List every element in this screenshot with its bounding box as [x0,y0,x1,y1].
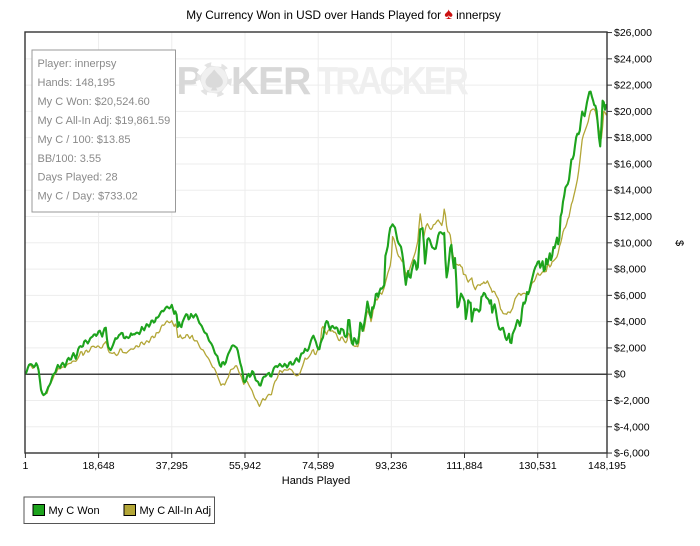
svg-text:Hands Played: Hands Played [282,475,351,487]
svg-text:$14,000: $14,000 [614,185,652,197]
svg-text:$12,000: $12,000 [614,211,652,223]
svg-text:TRACKER: TRACKER [317,59,468,102]
svg-text:My C Won: My C Won [49,505,100,517]
svg-text:My Currency Won in USD over Ha: My Currency Won in USD over Hands Played… [186,6,501,23]
svg-text:130,531: 130,531 [519,460,557,472]
svg-text:111,884: 111,884 [446,460,483,472]
svg-text:My C Won: $20,524.60: My C Won: $20,524.60 [38,96,150,108]
svg-text:18,648: 18,648 [83,460,115,472]
svg-text:93,236: 93,236 [375,460,407,472]
svg-text:$18,000: $18,000 [614,132,652,144]
svg-text:$16,000: $16,000 [614,158,652,170]
svg-text:$24,000: $24,000 [614,53,652,65]
svg-text:$-6,000: $-6,000 [614,448,650,460]
svg-text:$6,000: $6,000 [614,290,646,302]
svg-text:$2,000: $2,000 [614,342,646,354]
svg-text:BB/100: 3.55: BB/100: 3.55 [38,153,102,165]
svg-text:$22,000: $22,000 [614,80,652,92]
svg-text:$26,000: $26,000 [614,27,652,39]
svg-text:$: $ [673,240,685,246]
svg-text:$0: $0 [614,369,626,381]
svg-text:37,295: 37,295 [156,460,188,472]
svg-text:55,942: 55,942 [229,460,261,472]
svg-text:$-4,000: $-4,000 [614,421,650,433]
svg-text:$4,000: $4,000 [614,316,646,328]
svg-text:My C All-In Adj: My C All-In Adj [140,505,212,517]
svg-text:$20,000: $20,000 [614,106,652,118]
svg-text:My C / 100: $13.85: My C / 100: $13.85 [38,134,131,146]
svg-text:KER: KER [231,60,311,103]
svg-text:$8,000: $8,000 [614,264,646,276]
svg-text:$10,000: $10,000 [614,237,652,249]
svg-text:My C / Day: $733.02: My C / Day: $733.02 [38,191,138,203]
svg-text:1: 1 [22,460,28,472]
svg-text:74,589: 74,589 [302,460,334,472]
svg-text:148,195: 148,195 [588,460,626,472]
svg-text:Days Played: 28: Days Played: 28 [38,172,118,184]
svg-text:$-2,000: $-2,000 [614,395,650,407]
svg-text:Player: innerpsy: Player: innerpsy [38,58,117,70]
svg-text:Hands: 148,195: Hands: 148,195 [38,77,116,89]
svg-text:My C All-In Adj: $19,861.59: My C All-In Adj: $19,861.59 [38,115,171,127]
